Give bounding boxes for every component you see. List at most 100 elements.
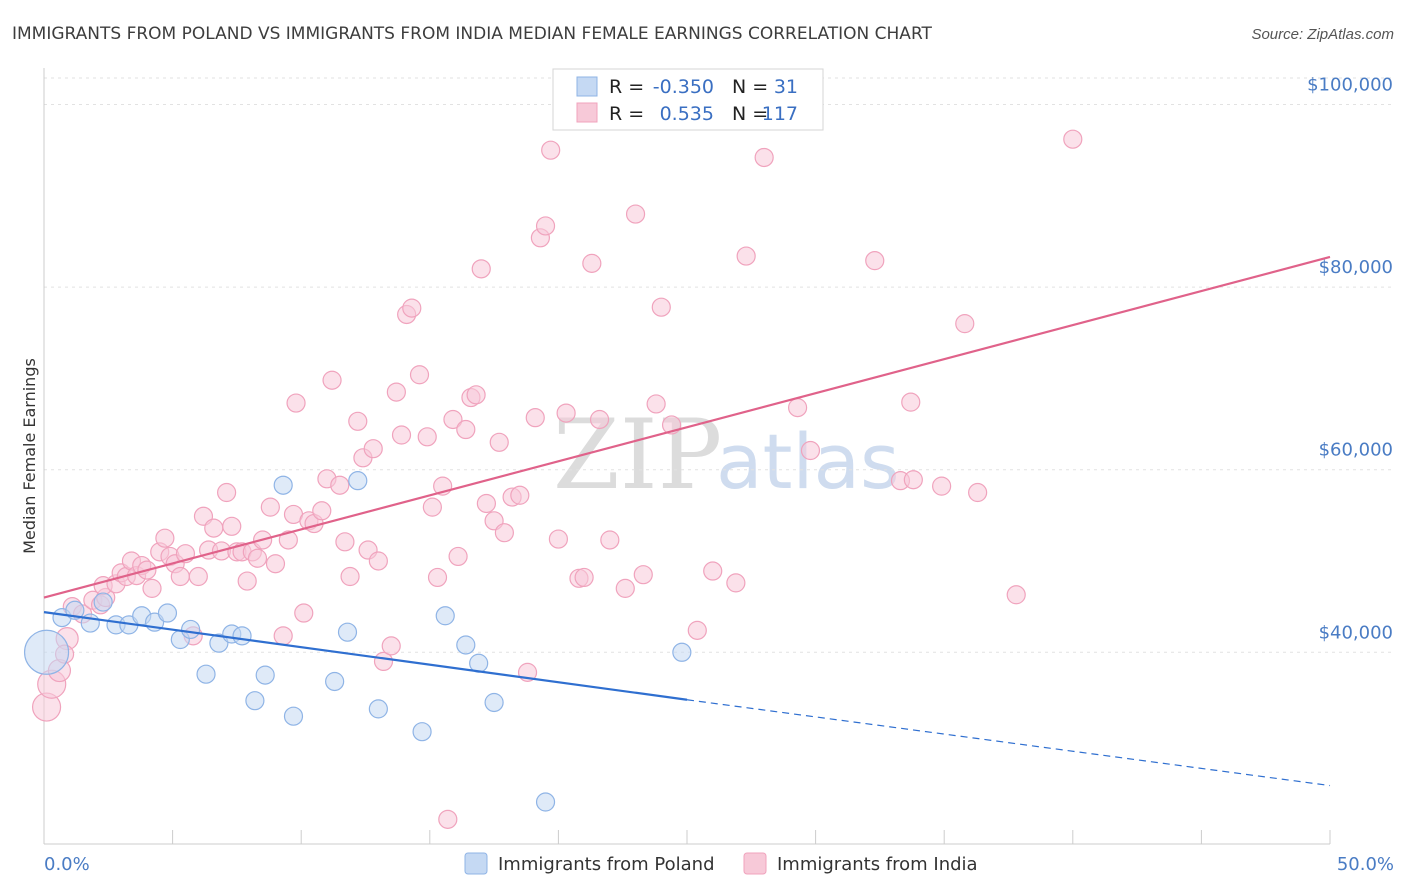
point-india-114 [968,482,988,503]
point-poland-19 [283,706,304,726]
stats-legend-box [552,68,824,131]
point-india-102 [703,561,723,581]
point-poland-25 [435,606,455,626]
bottom-legend-label-india: Immigrants from India [777,854,978,875]
point-india-44 [286,393,306,413]
point-india-113 [955,314,975,334]
point-poland-9 [157,603,178,623]
point-india-29 [204,518,224,538]
series-poland-points [23,471,692,812]
point-india-95 [615,578,635,598]
point-india-92 [582,253,602,273]
point-india-112 [932,476,952,496]
point-india-91 [574,567,594,588]
y-tick-label-0: $40,000 [1319,622,1393,643]
point-poland-26 [456,635,476,655]
point-poland-4 [93,592,113,612]
point-india-62 [391,425,412,445]
trend-lines [43,255,1331,787]
point-poland-11 [181,619,201,640]
x-tick-label-max: 50.0% [1337,854,1394,875]
point-india-77 [476,493,496,514]
legend-swatch-poland [576,76,598,97]
point-india-108 [865,251,885,271]
watermark: ZIP atlas [553,399,900,511]
point-india-111 [903,470,923,490]
point-india-99 [651,297,671,317]
point-india-51 [330,475,350,495]
point-poland-18 [273,475,293,495]
trend-line-poland [43,611,688,701]
legend-r-value-india: 0.535 [660,103,714,125]
point-india-94 [600,530,620,550]
point-india-82 [510,485,530,505]
y-axis-label: Median Female Earnings [20,358,39,554]
point-poland-29 [535,792,556,812]
stats-legend: R = -0.350 N = 31 R = 0.535 N = 117 [552,68,824,131]
point-india-41 [273,626,293,646]
point-india-72 [448,546,468,567]
point-india-58 [368,551,388,571]
point-india-97 [633,565,653,585]
y-tick-labels: $40,000 $60,000 $80,000 $100,000 [1307,75,1393,644]
point-poland-15 [232,626,252,646]
point-poland-17 [255,665,275,685]
point-india-98 [646,394,666,414]
point-india-54 [348,411,368,431]
legend-r-label-india: R = [609,103,644,125]
point-india-42 [278,530,298,550]
point-india-60 [381,636,401,656]
point-india-64 [402,298,422,318]
point-india-66 [417,427,437,447]
point-poland-0 [23,629,70,675]
point-india-52 [335,532,355,552]
point-india-79 [489,432,509,452]
point-poland-28 [484,692,504,713]
series-legend: Immigrants from Poland Immigrants from I… [464,852,978,875]
x-ticks [43,830,1331,844]
point-india-96 [625,204,646,224]
point-india-68 [427,567,448,588]
chart-title: IMMIGRANTS FROM POLAND VS IMMIGRANTS FRO… [12,24,933,44]
point-india-40 [265,554,286,574]
point-poland-21 [337,622,358,642]
point-india-70 [438,809,458,829]
point-india-107 [800,440,821,461]
legend-n-value-poland: 31 [774,76,798,98]
point-india-35 [237,571,257,591]
source-label: Source: ZipAtlas.com [1251,26,1394,43]
point-india-105 [754,147,774,168]
point-india-103 [726,573,746,593]
point-india-48 [312,501,332,521]
series-india-points [31,129,1083,829]
point-india-31 [217,482,237,503]
point-india-87 [541,140,561,160]
point-india-65 [409,365,430,385]
point-india-86 [535,216,556,236]
legend-r-label-poland: R = [609,76,644,98]
legend-n-label-india: N = [732,103,768,125]
point-india-18 [142,578,162,598]
point-india-20 [155,528,175,548]
legend-n-value-india: 117 [762,103,798,125]
y-tick-label-1: $60,000 [1319,440,1393,461]
point-india-116 [1063,129,1083,149]
point-india-80 [494,523,514,543]
point-india-84 [525,408,545,428]
point-india-76 [471,259,491,279]
point-india-110 [901,392,921,412]
point-india-104 [736,246,756,266]
point-india-37 [247,548,268,568]
point-india-23 [170,566,190,587]
point-india-88 [548,529,569,549]
point-poland-16 [245,691,265,711]
point-poland-12 [196,664,216,684]
point-poland-22 [348,471,368,491]
legend-r-value-poland: -0.350 [653,76,714,98]
point-india-115 [1006,585,1026,605]
legend-swatch-india [576,102,598,123]
point-india-61 [386,382,406,402]
bottom-legend-swatch-poland [464,852,488,875]
point-india-67 [422,497,442,517]
